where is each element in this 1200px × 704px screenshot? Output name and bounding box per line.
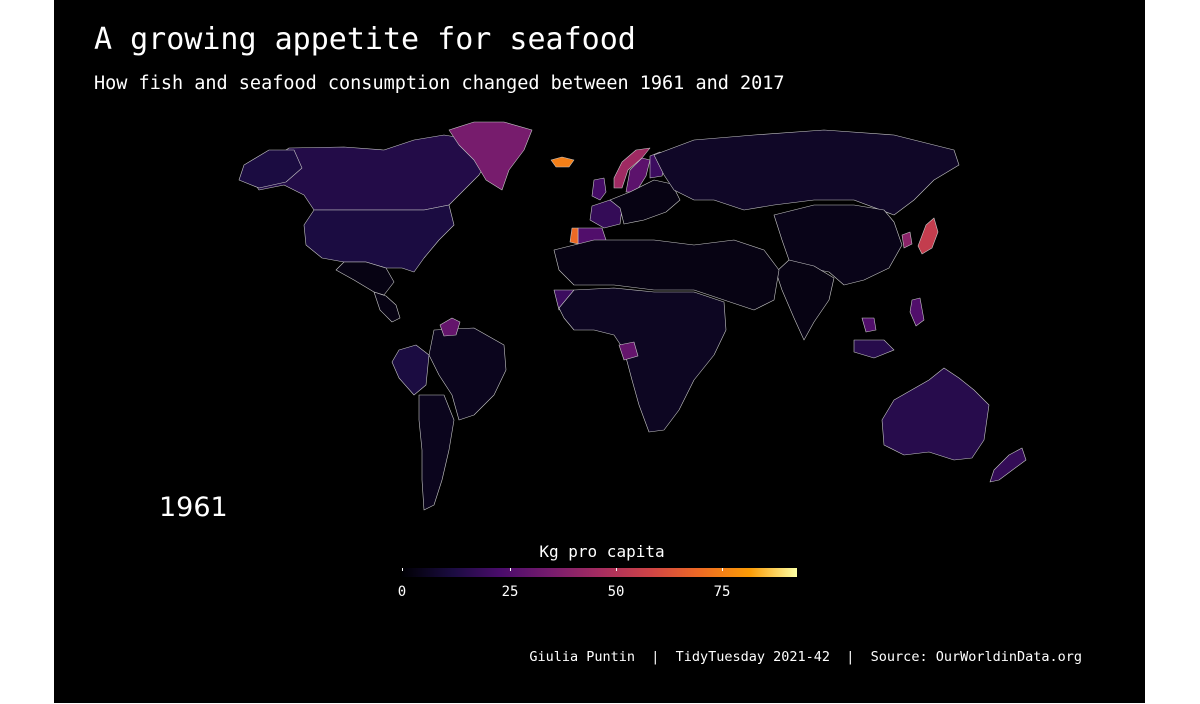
country-indonesia <box>853 339 895 359</box>
legend-tick-25 <box>510 568 511 571</box>
country-south-korea <box>901 231 913 249</box>
country-peru <box>391 344 430 396</box>
chart-frame: A growing appetite for seafood How fish … <box>54 0 1145 703</box>
country-united-kingdom <box>591 177 607 201</box>
legend-tick-75 <box>722 568 723 571</box>
chart-subtitle: How fish and seafood consumption changed… <box>94 73 785 94</box>
country-canada <box>248 124 500 211</box>
country-malaysia <box>861 317 877 333</box>
country-guyana <box>439 317 461 337</box>
legend-tick-label: 50 <box>607 584 625 600</box>
country-united-states <box>238 149 303 189</box>
legend-tick-50 <box>616 568 617 571</box>
country-europe-other- <box>609 179 681 225</box>
year-label: 1961 <box>159 492 228 523</box>
country-sub-saharan-africa-other- <box>558 287 727 433</box>
country-gabon <box>618 341 639 361</box>
country-argentina <box>418 394 455 511</box>
country-greenland <box>448 121 533 191</box>
chart-title: A growing appetite for seafood <box>94 22 636 57</box>
legend-tick-0 <box>402 568 403 571</box>
country-mexico <box>335 261 395 296</box>
country-india <box>775 259 835 341</box>
country-philippines <box>909 297 925 327</box>
country-new-zealand <box>989 447 1027 483</box>
country-portugal <box>569 227 579 245</box>
country-japan <box>917 217 939 255</box>
legend-title: Kg pro capita <box>539 542 665 561</box>
legend-colorbar <box>402 568 797 577</box>
country-north-africa-middle-east <box>553 239 780 311</box>
legend-tick-label: 25 <box>501 584 519 600</box>
country-australia <box>881 367 990 461</box>
legend-tick-label: 0 <box>397 584 407 600</box>
country-russia <box>653 129 960 216</box>
world-map <box>238 121 1027 511</box>
legend-tick-label: 75 <box>713 584 731 600</box>
country-central-america <box>373 291 401 323</box>
country-brazil <box>428 327 507 421</box>
caption: Giulia Puntin | TidyTuesday 2021-42 | So… <box>529 649 1082 665</box>
country-iceland <box>550 156 575 168</box>
country-united-states <box>303 204 455 273</box>
